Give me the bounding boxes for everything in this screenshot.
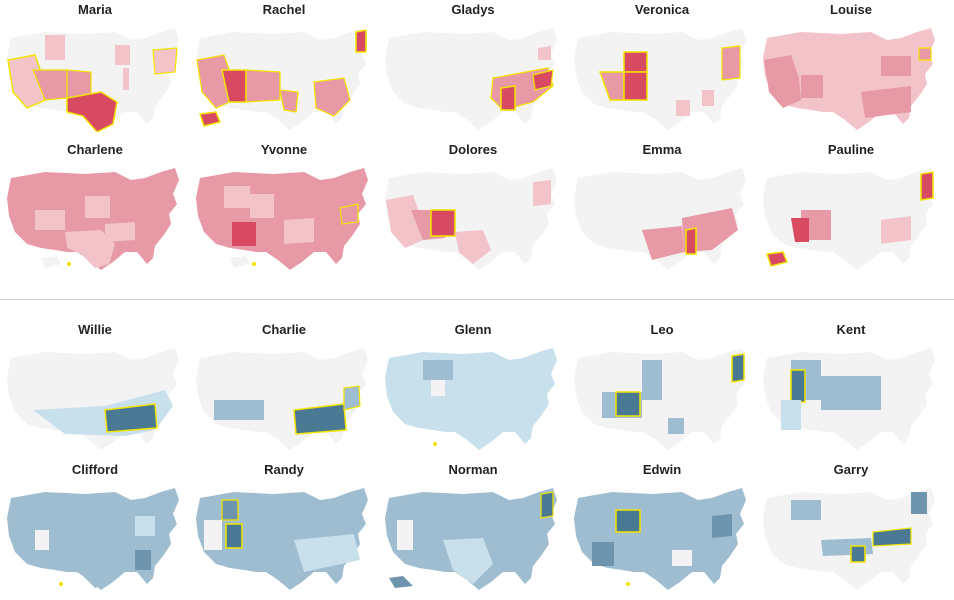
us-map [574, 168, 746, 270]
female-names-panel: Maria Rachel Gladys [0, 0, 954, 299]
map-tile: Maria [5, 2, 185, 132]
us-map [763, 488, 935, 590]
map-title: Willie [78, 322, 112, 337]
us-map [574, 488, 746, 590]
map-title: Dolores [448, 142, 498, 157]
us-map [7, 168, 179, 270]
map-title: Maria [78, 2, 112, 17]
map-tile: Leo [572, 322, 752, 452]
us-map [763, 168, 935, 270]
map-title: Pauline [827, 142, 875, 157]
map-tile: Randy [194, 462, 374, 592]
us-map [574, 28, 746, 130]
map-tile: Dolores [383, 142, 563, 272]
map-tile: Yvonne [194, 142, 374, 272]
us-map [763, 348, 935, 450]
map-tile: Norman [383, 462, 563, 592]
map-tile: Charlene [5, 142, 185, 272]
us-map [385, 168, 557, 270]
map-title: Louise [830, 2, 872, 17]
map-title: Emma [642, 142, 682, 157]
map-tile: Clifford [5, 462, 185, 592]
map-tile: Edwin [572, 462, 752, 592]
map-title: Garry [833, 462, 869, 477]
map-title: Rachel [262, 2, 306, 17]
map-title: Randy [264, 462, 304, 477]
map-title: Charlene [67, 142, 123, 157]
section-divider [0, 299, 954, 300]
us-map [196, 488, 368, 590]
map-tile: Charlie [194, 322, 374, 452]
map-tile: Veronica [572, 2, 752, 132]
map-tile: Willie [5, 322, 185, 452]
map-title: Charlie [261, 322, 307, 337]
us-map [385, 28, 557, 130]
map-tile: Emma [572, 142, 752, 272]
map-title: Yvonne [260, 142, 308, 157]
map-title: Kent [836, 322, 866, 337]
us-map [7, 348, 179, 450]
map-tile: Louise [761, 2, 941, 132]
map-tile: Rachel [194, 2, 374, 132]
map-title: Veronica [634, 2, 690, 17]
map-title: Gladys [451, 2, 495, 17]
map-tile: Garry [761, 462, 941, 592]
us-map [763, 28, 935, 130]
map-title: Edwin [642, 462, 682, 477]
us-map [385, 348, 557, 450]
map-tile: Pauline [761, 142, 941, 272]
map-title: Leo [650, 322, 674, 337]
us-map [196, 348, 368, 450]
us-map [7, 488, 179, 590]
male-names-panel: Willie Charlie Glenn Leo [0, 300, 954, 600]
us-map [196, 28, 368, 130]
us-map [7, 28, 179, 132]
map-title: Norman [448, 462, 498, 477]
map-title: Clifford [71, 462, 119, 477]
us-map [385, 488, 557, 590]
us-map [196, 168, 368, 270]
us-map [574, 348, 746, 450]
map-tile: Kent [761, 322, 941, 452]
map-tile: Gladys [383, 2, 563, 132]
map-tile: Glenn [383, 322, 563, 452]
map-title: Glenn [454, 322, 492, 337]
